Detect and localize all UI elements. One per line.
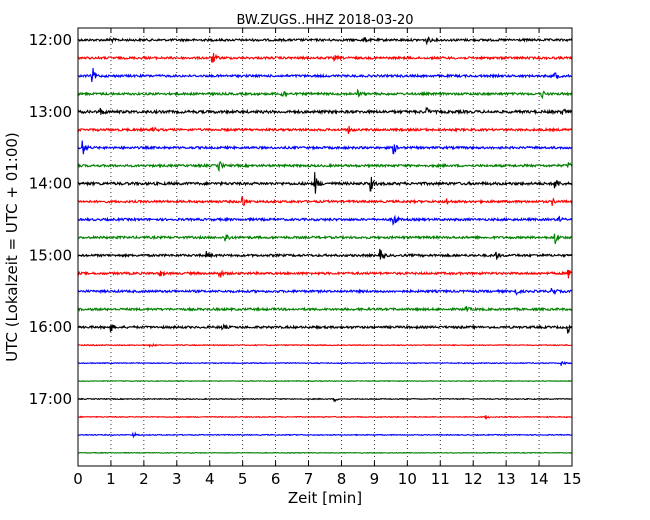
- x-tick-label: 12: [464, 470, 483, 488]
- y-tick-label: 12:00: [29, 31, 72, 49]
- x-tick-label: 4: [205, 470, 215, 488]
- trace-line: [77, 431, 573, 439]
- x-tick-label: 5: [238, 470, 248, 488]
- y-tick-label: 17:00: [29, 390, 72, 408]
- x-tick-label: 6: [271, 470, 281, 488]
- trace-line: [77, 52, 573, 63]
- trace-line: [77, 106, 573, 116]
- x-tick-label: 14: [530, 470, 549, 488]
- x-tick-label: 7: [304, 470, 314, 488]
- x-tick-label: 9: [370, 470, 380, 488]
- trace-line: [77, 88, 573, 100]
- trace-line: [77, 287, 573, 296]
- x-tick-label: 11: [431, 470, 450, 488]
- y-axis-label: UTC (Lokalzeit = UTC + 01:00): [3, 132, 21, 362]
- x-tick-label: 3: [172, 470, 182, 488]
- x-axis-label: Zeit [min]: [288, 489, 362, 507]
- y-tick-label: 13:00: [29, 103, 72, 121]
- x-tick-label: 0: [73, 470, 83, 488]
- trace-line: [77, 269, 573, 279]
- trace-line: [77, 233, 573, 245]
- trace-line: [77, 67, 573, 82]
- x-tick-label: 8: [337, 470, 347, 488]
- trace-line: [77, 172, 573, 194]
- trace-line: [77, 342, 573, 349]
- chart-title: BW.ZUGS..HHZ 2018-03-20: [236, 13, 413, 28]
- trace-line: [77, 214, 573, 226]
- x-tick-label: 15: [562, 470, 581, 488]
- trace-line: [77, 451, 573, 454]
- x-axis-ticks: 0 1 2 3 4 5 6 7 8 9 10 11 12 13 14 15: [73, 28, 582, 488]
- x-tick-label: 10: [398, 470, 417, 488]
- trace-line: [77, 397, 573, 403]
- plot-frame: [77, 27, 573, 467]
- y-tick-label: 15:00: [29, 246, 72, 264]
- x-tick-label: 1: [106, 470, 116, 488]
- trace-line: [77, 415, 573, 420]
- trace-line: [77, 160, 573, 173]
- y-tick-label: 16:00: [29, 318, 72, 336]
- x-tick-label: 13: [497, 470, 516, 488]
- trace-line: [77, 125, 573, 135]
- trace-line: [77, 379, 573, 383]
- trace-line: [77, 305, 573, 313]
- y-tick-label: 14:00: [29, 175, 72, 193]
- traces: [77, 36, 573, 454]
- trace-line: [77, 36, 573, 46]
- trace-line: [77, 360, 573, 366]
- y-axis-ticks: 12:00 13:00 14:00 15:00 16:00 17:00: [29, 31, 572, 408]
- trace-line: [77, 323, 573, 334]
- x-tick-label: 2: [139, 470, 149, 488]
- trace-line: [77, 196, 573, 206]
- trace-line: [77, 140, 573, 155]
- trace-line: [77, 248, 573, 260]
